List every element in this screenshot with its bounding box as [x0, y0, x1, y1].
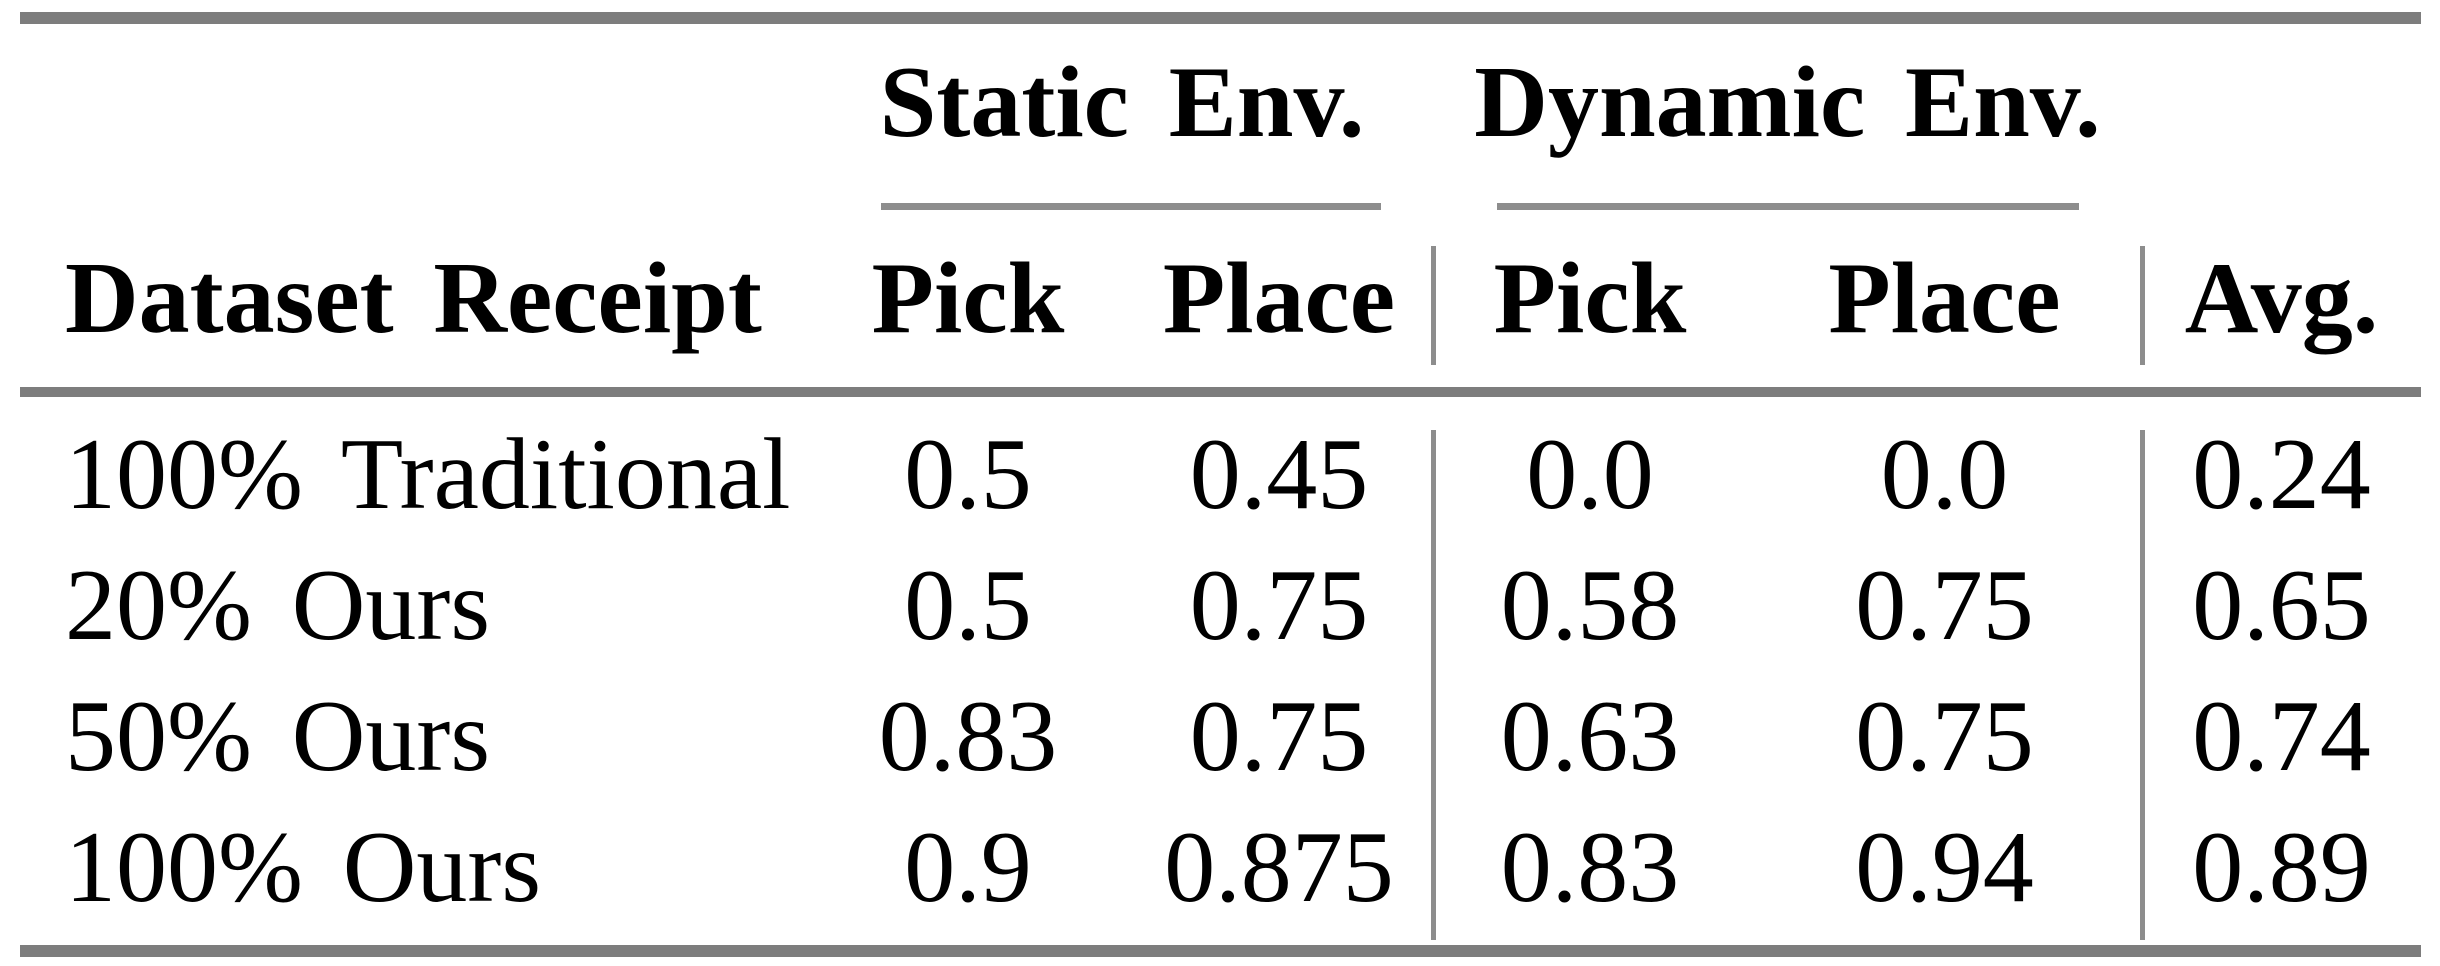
group-header-dynamic-env-label: Dynamic Env.	[1474, 46, 2101, 159]
column-header-dynamic-pick: Pick	[1493, 241, 1687, 355]
group-header-spacer-left	[20, 24, 811, 210]
cell-dynamic-place: 0.75	[1855, 679, 2034, 793]
cell-avg: 0.65	[2192, 548, 2371, 662]
cell-static-pick: 0.83	[878, 679, 1058, 793]
row-label: 100% Ours	[65, 810, 542, 924]
cell-avg: 0.89	[2192, 810, 2371, 924]
cell-dynamic-pick: 0.63	[1500, 679, 1680, 793]
cell-static-pick: 0.5	[904, 417, 1032, 531]
group-header-static-env-label: Static Env.	[879, 46, 1365, 159]
cmidrule-static	[881, 203, 1381, 210]
column-header-dataset-receipt: Dataset Receipt	[65, 241, 762, 355]
row-label: 50% Ours	[65, 679, 491, 793]
cell-dynamic-place: 0.75	[1855, 548, 2034, 662]
cell-static-pick: 0.5	[904, 548, 1032, 662]
cell-dynamic-place: 0.0	[1880, 417, 2009, 531]
vertical-rule-static-dynamic-header	[1431, 246, 1436, 365]
cell-dynamic-pick: 0.58	[1500, 548, 1680, 662]
column-header-static-pick: Pick	[871, 241, 1065, 355]
cell-static-place: 0.875	[1164, 810, 1394, 924]
row-label: 20% Ours	[65, 548, 491, 662]
group-header-spacer-right	[2142, 24, 2421, 210]
vertical-rule-avg-body	[2140, 430, 2145, 940]
cmidrule-dynamic	[1497, 203, 2079, 210]
cell-dynamic-pick: 0.0	[1526, 417, 1654, 531]
column-header-dynamic-place: Place	[1828, 241, 2061, 355]
vertical-rule-static-dynamic-body	[1431, 430, 1436, 940]
cell-dynamic-pick: 0.83	[1500, 810, 1680, 924]
results-table: Static Env. Dynamic Env. Dataset Receipt…	[20, 24, 2421, 933]
column-header-static-place: Place	[1162, 241, 1396, 355]
cell-static-place: 0.75	[1189, 548, 1369, 662]
column-header-avg: Avg.	[2184, 241, 2379, 355]
top-rule	[20, 12, 2421, 24]
midrule-spacer	[20, 387, 2421, 409]
group-header-dynamic-env: Dynamic Env.	[1433, 24, 2142, 210]
cell-dynamic-place: 0.94	[1855, 810, 2034, 924]
bottom-rule	[20, 945, 2421, 957]
cell-avg: 0.74	[2192, 679, 2371, 793]
group-header-static-env: Static Env.	[811, 24, 1433, 210]
cell-avg: 0.24	[2192, 417, 2371, 531]
cell-static-place: 0.75	[1189, 679, 1369, 793]
row-label: 100% Traditional	[65, 417, 791, 531]
mid-rule	[20, 387, 2421, 397]
cell-static-place: 0.45	[1189, 417, 1369, 531]
vertical-rule-avg-header	[2140, 246, 2145, 365]
cell-static-pick: 0.9	[904, 810, 1032, 924]
